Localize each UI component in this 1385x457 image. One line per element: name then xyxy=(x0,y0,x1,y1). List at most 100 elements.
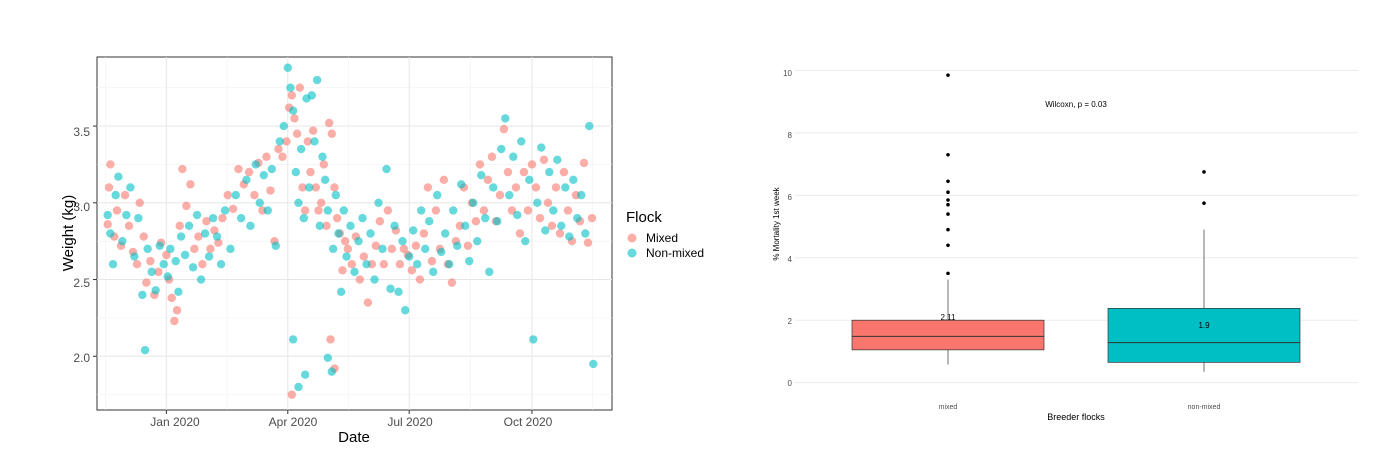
data-point-non-mixed xyxy=(346,221,355,231)
outlier-point xyxy=(946,227,950,232)
outlier-point xyxy=(946,243,950,248)
data-point-non-mixed xyxy=(589,359,598,369)
data-point-non-mixed xyxy=(323,353,333,363)
data-point-non-mixed xyxy=(307,91,317,100)
data-point-mixed xyxy=(463,241,473,250)
data-point-mixed xyxy=(106,160,115,169)
data-point-non-mixed xyxy=(255,198,264,208)
data-point-mixed xyxy=(287,91,296,100)
data-point-non-mixed xyxy=(517,137,526,146)
data-point-non-mixed xyxy=(573,213,582,223)
data-point-mixed xyxy=(439,175,449,184)
data-point-mixed xyxy=(547,221,557,231)
scatter-y-axis-title: Weight (kg) xyxy=(60,195,77,271)
y-tick-label: 2.0 xyxy=(73,351,90,365)
data-point-mixed xyxy=(479,206,489,215)
data-point-non-mixed xyxy=(328,244,338,254)
data-point-non-mixed xyxy=(477,170,486,180)
data-point-mixed xyxy=(178,164,187,174)
data-point-mixed xyxy=(347,259,357,269)
data-point-non-mixed xyxy=(362,259,371,269)
data-point-non-mixed xyxy=(390,221,399,231)
data-point-mixed xyxy=(395,259,405,269)
data-point-non-mixed xyxy=(208,213,218,223)
box-chart: 10 8 6 4 2 0 mixed non-mixed Breeder flo… xyxy=(772,69,1358,422)
data-point-non-mixed xyxy=(122,210,131,220)
data-point-mixed xyxy=(162,250,171,260)
data-point-mixed xyxy=(371,241,381,250)
data-point-mixed xyxy=(206,244,215,254)
box-x-tick-label: mixed xyxy=(939,404,958,411)
data-point-mixed xyxy=(319,160,329,169)
data-point-non-mixed xyxy=(216,259,226,269)
data-point-non-mixed xyxy=(246,221,255,231)
data-point-non-mixed xyxy=(545,167,554,177)
data-point-mixed xyxy=(298,183,307,192)
scatter-y-ticks: 3.5 3.0 2.5 2.0 xyxy=(73,125,90,365)
data-point-non-mixed xyxy=(465,256,474,266)
data-point-non-mixed xyxy=(111,190,120,200)
data-point-mixed xyxy=(539,155,549,165)
data-point-mixed xyxy=(198,259,207,269)
data-point-non-mixed xyxy=(425,217,434,226)
data-point-mixed xyxy=(324,118,334,128)
data-point-non-mixed xyxy=(259,170,268,180)
data-point-non-mixed xyxy=(106,229,115,238)
data-point-non-mixed xyxy=(312,75,322,85)
data-point-mixed xyxy=(278,152,287,161)
data-point-mixed xyxy=(499,124,509,134)
x-tick-label: Oct 2020 xyxy=(504,415,553,429)
data-point-non-mixed xyxy=(445,259,454,269)
data-point-non-mixed xyxy=(310,137,319,146)
data-point-mixed xyxy=(535,213,545,223)
data-point-non-mixed xyxy=(294,198,303,208)
data-point-non-mixed xyxy=(304,183,314,192)
data-point-non-mixed xyxy=(400,306,410,315)
box-elements xyxy=(851,73,1301,372)
outlier-point xyxy=(946,179,950,184)
data-point-non-mixed xyxy=(541,226,550,235)
data-point-mixed xyxy=(475,160,485,169)
data-point-mixed xyxy=(555,229,565,238)
data-point-mixed xyxy=(338,266,347,275)
data-point-mixed xyxy=(274,144,283,154)
data-point-non-mixed xyxy=(461,221,470,231)
data-point-non-mixed xyxy=(525,175,534,184)
data-point-non-mixed xyxy=(159,259,168,269)
data-point-non-mixed xyxy=(114,172,123,181)
data-point-mixed xyxy=(292,129,302,138)
data-point-non-mixed xyxy=(405,252,414,261)
data-point-non-mixed xyxy=(537,143,546,152)
data-point-mixed xyxy=(190,244,199,254)
data-point-mixed xyxy=(471,217,481,226)
data-point-non-mixed xyxy=(147,267,156,277)
data-point-mixed xyxy=(300,206,310,215)
data-point-non-mixed xyxy=(108,259,118,269)
data-point-mixed xyxy=(290,114,299,123)
data-point-mixed xyxy=(112,206,122,215)
data-point-mixed xyxy=(543,198,553,208)
data-point-non-mixed xyxy=(417,206,426,215)
y-tick-label: 3.5 xyxy=(73,125,90,139)
y-tick-label: 0 xyxy=(788,379,793,388)
data-point-mixed xyxy=(139,232,148,241)
data-point-mixed xyxy=(379,259,389,269)
data-point-non-mixed xyxy=(184,221,194,231)
data-point-non-mixed xyxy=(231,190,240,200)
data-point-non-mixed xyxy=(200,229,210,238)
data-point-non-mixed xyxy=(296,144,306,154)
legend-label-non-mixed: Non-mixed xyxy=(646,246,704,260)
data-point-mixed xyxy=(202,217,211,226)
data-point-mixed xyxy=(316,198,326,208)
data-point-non-mixed xyxy=(581,229,590,238)
data-point-non-mixed xyxy=(441,229,450,238)
data-point-non-mixed xyxy=(242,175,251,184)
data-point-non-mixed xyxy=(577,190,586,200)
data-point-non-mixed xyxy=(288,335,298,344)
data-point-non-mixed xyxy=(291,167,300,177)
data-point-non-mixed xyxy=(386,284,395,293)
data-point-non-mixed xyxy=(151,286,160,295)
data-point-non-mixed xyxy=(585,121,594,131)
data-point-non-mixed xyxy=(300,370,310,379)
data-point-mixed xyxy=(587,213,597,223)
